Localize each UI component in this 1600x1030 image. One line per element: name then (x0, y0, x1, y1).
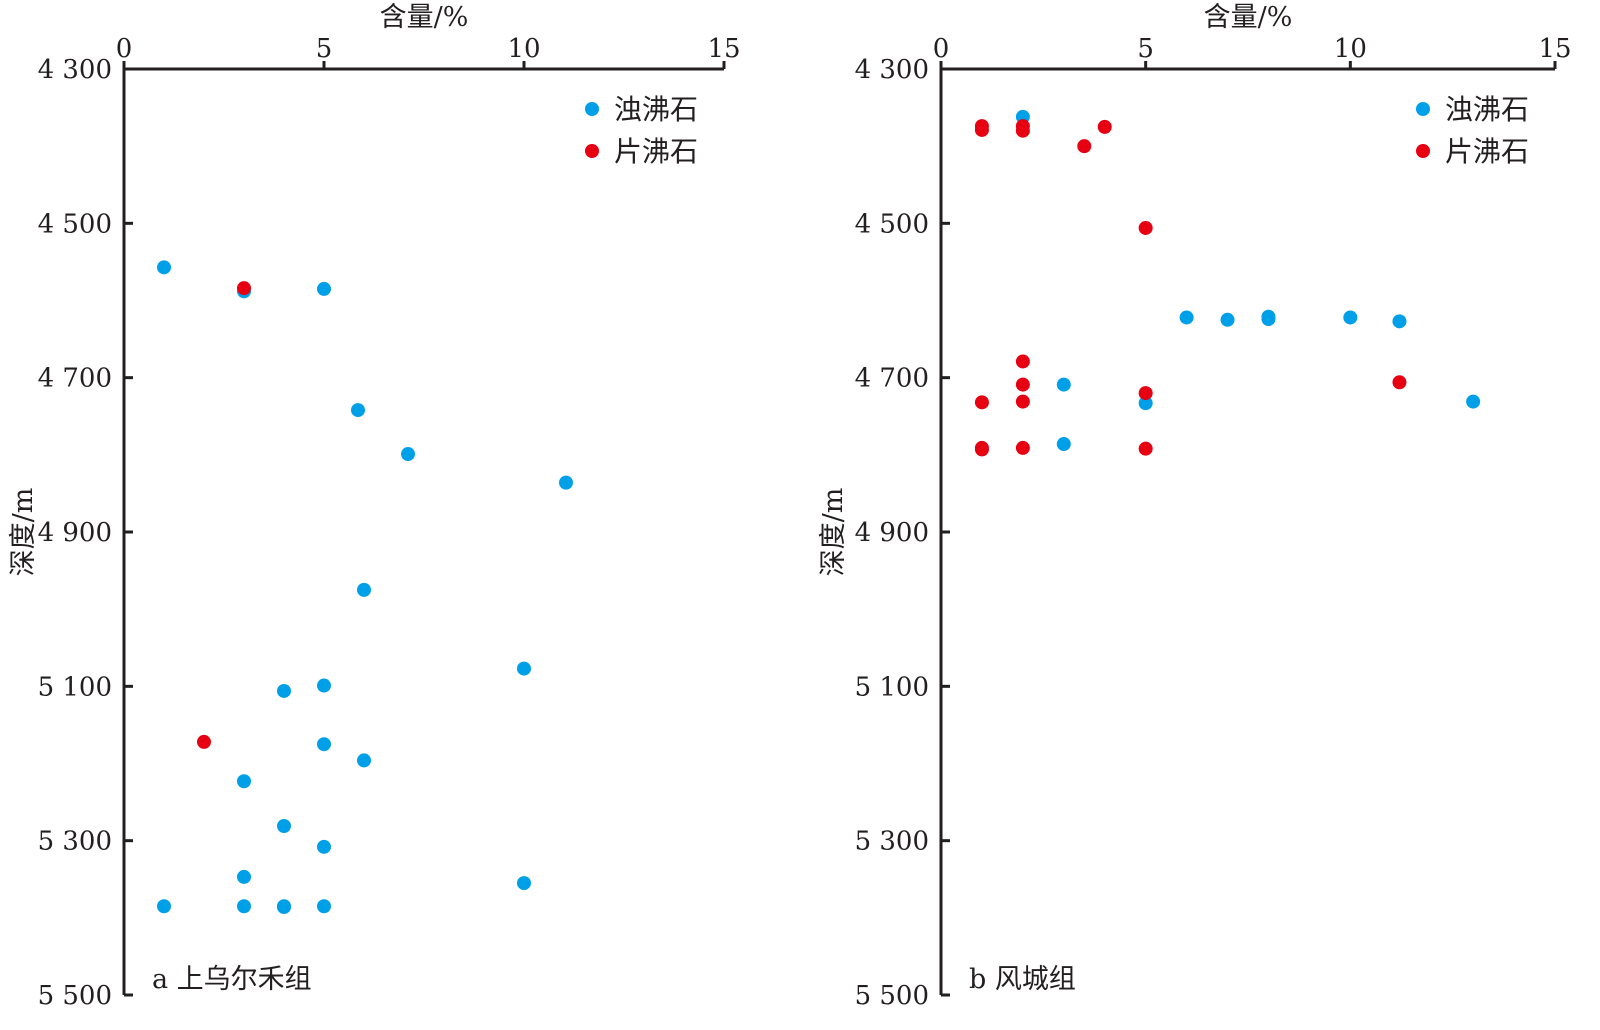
x-tick-label: 5 (316, 34, 333, 64)
data-point (317, 899, 331, 914)
legend-label: 浊沸石 (614, 93, 698, 126)
panel-b: 0 5 10 15 4 300 4 500 4 700 4 900 5 100 5 300 5 50… (818, 2, 1572, 1011)
y-tick-label: 4 500 (855, 209, 929, 239)
data-point (517, 661, 531, 676)
y-tick-label: 4 300 (38, 55, 112, 85)
x-tick-label: 0 (116, 34, 133, 64)
data-point (1097, 119, 1112, 134)
series-0 (1015, 109, 1481, 452)
panel-a: 0 5 10 15 4 300 4 500 4 700 4 900 5 100 5 300 5 50… (8, 2, 741, 1011)
data-point (1056, 437, 1071, 452)
x-tick-label: 5 (1137, 34, 1154, 64)
data-point (1015, 440, 1030, 455)
series-0 (157, 260, 573, 915)
series-1 (974, 119, 1407, 457)
data-point (1466, 394, 1481, 409)
data-point (237, 281, 251, 296)
data-point (1392, 314, 1407, 329)
x-axis-title: 含量/% (380, 2, 469, 33)
data-point (237, 869, 251, 884)
legend-label: 片沸石 (614, 135, 698, 168)
data-point (1138, 386, 1153, 401)
data-point (277, 683, 291, 698)
data-point (1343, 310, 1358, 325)
x-tick-label: 10 (507, 34, 540, 64)
x-tick-label: 15 (1538, 34, 1571, 64)
y-tick-label: 4 500 (38, 209, 112, 239)
y-tick-label: 5 500 (38, 981, 112, 1011)
data-point (1056, 377, 1071, 392)
y-tick-label: 4 700 (855, 364, 929, 394)
y-tick-label: 4 300 (855, 55, 929, 85)
data-point (1392, 375, 1407, 390)
data-point (157, 899, 171, 914)
data-point (1015, 123, 1030, 138)
data-point (1261, 312, 1276, 327)
data-point (974, 442, 989, 457)
data-point (357, 582, 371, 597)
panel-label: a 上乌尔禾组 (152, 964, 312, 995)
legend-marker (585, 102, 599, 116)
x-axis-title: 含量/% (1204, 2, 1293, 33)
panel-label: b 风城组 (969, 964, 1076, 995)
data-point (974, 395, 989, 410)
data-point (1179, 310, 1194, 325)
y-tick-label: 4 900 (855, 518, 929, 548)
data-point (197, 734, 211, 749)
data-point (1138, 396, 1153, 411)
data-point (1138, 441, 1153, 456)
data-point (401, 447, 415, 462)
y-tick-label: 5 300 (38, 827, 112, 857)
legend-marker (1416, 102, 1430, 116)
data-point (1077, 139, 1092, 154)
x-tick-label: 0 (933, 34, 950, 64)
series-1 (197, 281, 251, 749)
x-tick-label: 10 (1334, 34, 1367, 64)
data-point (277, 900, 291, 915)
y-tick-label: 5 100 (855, 672, 929, 702)
y-tick-label: 5 300 (855, 827, 929, 857)
data-point (1015, 377, 1030, 392)
x-tick-label: 15 (707, 34, 740, 64)
data-point (317, 737, 331, 752)
data-point (317, 281, 331, 296)
y-tick-label: 4 900 (38, 518, 112, 548)
data-point (237, 774, 251, 789)
legend-label: 片沸石 (1445, 135, 1529, 168)
data-point (317, 678, 331, 693)
y-tick-label: 5 100 (38, 672, 112, 702)
data-point (357, 753, 371, 768)
y-tick-label: 5 500 (855, 981, 929, 1011)
legend-marker (585, 144, 599, 158)
data-point (517, 876, 531, 891)
legend-label: 浊沸石 (1445, 93, 1529, 126)
data-point (277, 819, 291, 834)
data-point (974, 122, 989, 137)
legend-marker (1416, 144, 1430, 158)
data-point (317, 839, 331, 854)
data-point (559, 475, 573, 490)
y-tick-label: 4 700 (38, 364, 112, 394)
data-point (1015, 354, 1030, 369)
y-axis-title: 深度/m (818, 488, 849, 577)
data-point (1015, 394, 1030, 409)
data-point (1138, 220, 1153, 235)
data-point (351, 403, 365, 418)
data-point (157, 260, 171, 275)
y-axis-title: 深度/m (8, 488, 39, 577)
data-point (237, 899, 251, 914)
data-point (1220, 312, 1235, 327)
